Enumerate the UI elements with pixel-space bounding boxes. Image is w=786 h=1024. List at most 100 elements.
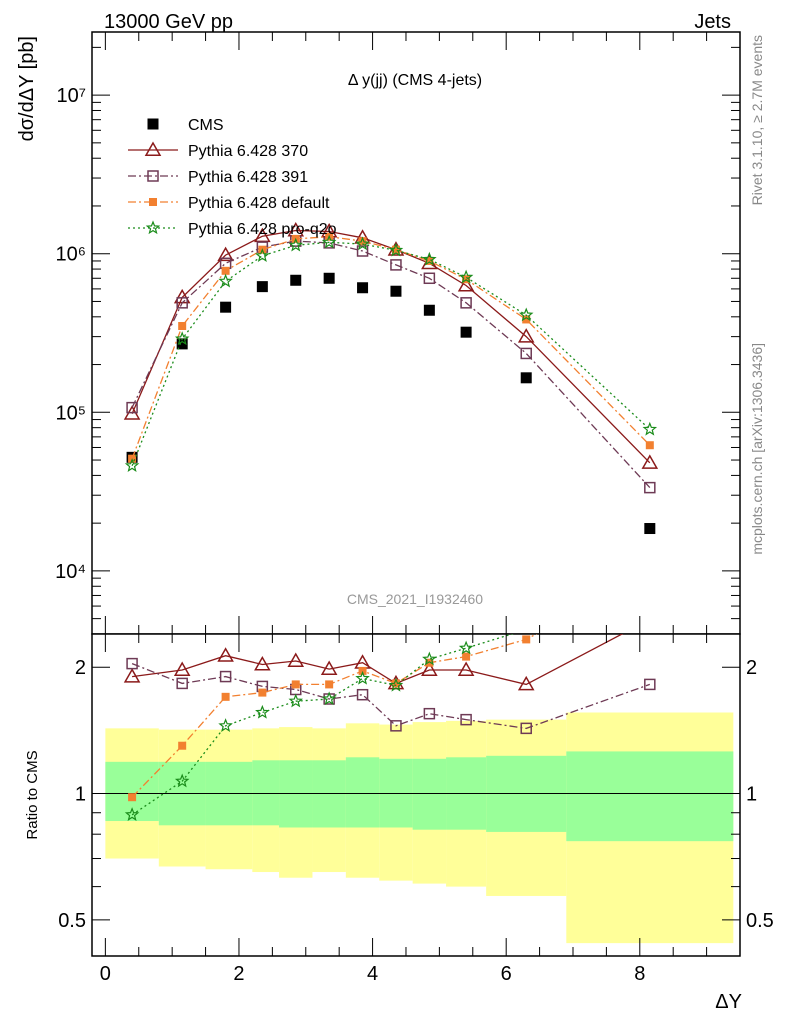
ratio-point bbox=[255, 704, 270, 719]
ratio-line bbox=[132, 634, 624, 686]
x-tick-label: 0 bbox=[100, 963, 111, 985]
ratio-point bbox=[520, 722, 532, 735]
ratio-point bbox=[288, 693, 304, 708]
ratio-point bbox=[422, 651, 437, 666]
data-point bbox=[457, 277, 475, 292]
y-tick-label: 10⁶ bbox=[56, 244, 86, 266]
series-line bbox=[131, 241, 651, 467]
ratio-line bbox=[131, 634, 538, 798]
data-point bbox=[641, 454, 659, 469]
legend-entry-label: Pythia 6.428 370 bbox=[188, 143, 308, 160]
stat-uncertainty-band bbox=[345, 757, 380, 828]
data-point bbox=[355, 236, 370, 251]
data-point bbox=[290, 274, 302, 286]
data-point bbox=[520, 347, 532, 360]
data-point bbox=[460, 326, 472, 338]
data-point bbox=[642, 421, 658, 436]
ratio-y-tick-label: 0.5 bbox=[58, 910, 86, 932]
data-point bbox=[391, 245, 400, 254]
ratio-y-tick-label-right: 0.5 bbox=[746, 910, 774, 932]
ratio-y-tick-label-right: 1 bbox=[746, 784, 757, 806]
ratio-point bbox=[173, 661, 191, 676]
legend-entry-label: Pythia 6.428 pro-q2o bbox=[188, 221, 337, 238]
ratio-point bbox=[287, 652, 305, 667]
rivet-side-label: Rivet 3.1.10, ≥ 2.7M events bbox=[749, 35, 765, 205]
main-series-group bbox=[123, 222, 659, 535]
mcplots-side-label: mcplots.cern.ch [arXiv:1306.3436] bbox=[749, 343, 765, 555]
data-point bbox=[174, 331, 190, 346]
data-point bbox=[458, 269, 474, 284]
ratio-point bbox=[423, 707, 436, 720]
x-tick-label: 8 bbox=[634, 963, 645, 985]
data-point bbox=[288, 237, 304, 252]
ratio-point bbox=[123, 668, 141, 683]
x-axis-label: ΔY bbox=[715, 991, 742, 1013]
series-line bbox=[131, 240, 651, 489]
data-point bbox=[321, 234, 337, 249]
ratio-point bbox=[425, 658, 434, 667]
stat-uncertainty-band bbox=[105, 761, 159, 822]
header-right-label: Jets bbox=[694, 11, 731, 33]
ratio-point bbox=[460, 713, 472, 726]
y-tick-label: 10⁵ bbox=[55, 402, 86, 424]
data-point bbox=[390, 285, 402, 297]
ratio-point bbox=[462, 652, 471, 661]
ratio-point bbox=[391, 679, 400, 688]
ratio-y-tick-label: 1 bbox=[75, 784, 86, 806]
legend-entry-label: Pythia 6.428 391 bbox=[188, 169, 308, 186]
ratio-series-group bbox=[123, 634, 656, 821]
legend-entry-label: CMS bbox=[188, 117, 224, 134]
header-left-label: 13000 GeV pp bbox=[104, 11, 233, 33]
ratio-point bbox=[219, 670, 232, 683]
legend-entry-label: Pythia 6.428 default bbox=[188, 195, 330, 212]
data-point bbox=[423, 304, 435, 316]
data-point bbox=[178, 322, 187, 331]
ratio-point bbox=[458, 640, 474, 655]
data-point bbox=[517, 328, 535, 343]
x-tick-label: 2 bbox=[233, 963, 244, 985]
ratio-series-pythia-6-428-pro-q2o bbox=[124, 634, 514, 821]
series-line bbox=[131, 229, 651, 464]
data-point bbox=[256, 281, 268, 293]
ratio-point bbox=[178, 741, 187, 750]
ratio-point bbox=[126, 657, 138, 670]
legend: CMS Pythia 6.428 370 Pythia 6.428 391 Pythi… bbox=[128, 117, 337, 238]
stat-uncertainty-band bbox=[566, 751, 734, 842]
ratio-point bbox=[390, 720, 402, 732]
data-point bbox=[388, 242, 404, 257]
ratio-point bbox=[128, 793, 137, 802]
legend-marker bbox=[147, 118, 159, 130]
uncertainty-bands bbox=[105, 712, 734, 944]
data-point bbox=[217, 246, 234, 262]
legend-marker bbox=[149, 198, 157, 206]
legend-marker bbox=[144, 141, 162, 156]
ratio-point bbox=[421, 661, 438, 676]
main-y-axis-ticks: 10⁴ 10⁵ 10⁶ 10⁷ bbox=[55, 32, 740, 635]
data-point bbox=[644, 481, 656, 494]
data-point bbox=[124, 458, 140, 472]
ratio-point bbox=[325, 680, 334, 689]
ratio-point bbox=[517, 675, 535, 691]
y-tick-label: 10⁴ bbox=[55, 561, 86, 583]
main-panel: 10⁴ 10⁵ 10⁶ 10⁷ Δ y(jj) (CMS 4-jets) CMS_20… bbox=[55, 31, 741, 635]
series-pythia-6-428-pro-q2o bbox=[124, 234, 658, 472]
ratio-point bbox=[254, 655, 271, 671]
ratio-point bbox=[258, 688, 267, 697]
data-point bbox=[423, 272, 436, 285]
data-point bbox=[126, 401, 138, 414]
data-point bbox=[645, 441, 654, 450]
ratio-y-tick-label-right: 2 bbox=[746, 657, 757, 679]
ratio-y-axis-label: Ratio to CMS bbox=[24, 750, 41, 839]
data-point bbox=[425, 256, 434, 265]
data-point bbox=[358, 237, 367, 246]
main-panel-frame bbox=[91, 31, 741, 635]
stat-uncertainty-band bbox=[412, 758, 447, 830]
watermark-label: CMS_2021_I1932460 bbox=[347, 591, 483, 607]
ratio-point bbox=[321, 691, 337, 706]
main-chart-title: Δ y(jj) (CMS 4-jets) bbox=[348, 72, 482, 89]
ratio-point bbox=[320, 660, 338, 676]
data-point bbox=[255, 248, 270, 262]
ratio-point bbox=[217, 647, 234, 662]
ratio-point bbox=[522, 635, 531, 644]
